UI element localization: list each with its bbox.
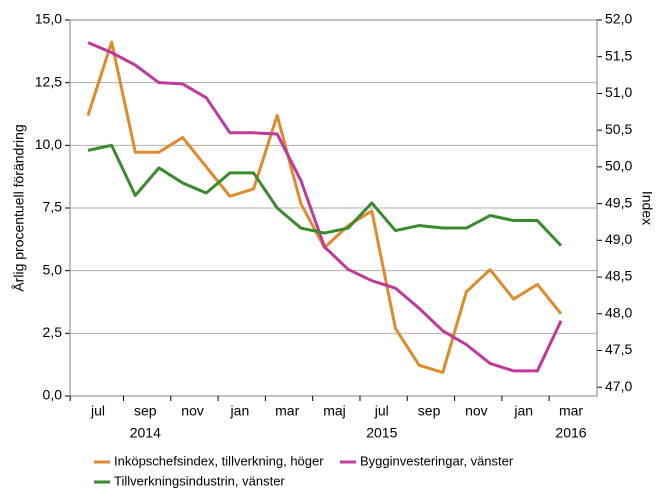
x-tick-label: sep <box>418 403 441 419</box>
y-tick-label: 7,5 <box>43 199 63 215</box>
plot-frame <box>69 19 598 397</box>
y2-tick-label: 48,5 <box>605 268 632 284</box>
y2-tick-label: 49,5 <box>605 194 632 210</box>
y-tick-label: 10,0 <box>35 136 62 152</box>
y2-tick-label: 48,0 <box>605 304 632 320</box>
y2-tick-label: 51,0 <box>605 84 632 100</box>
x-tick-label: jan <box>230 403 250 419</box>
y2-tick-label: 49,0 <box>605 231 632 247</box>
series-line <box>87 143 563 247</box>
x-tick-label: sep <box>134 403 157 419</box>
y2-tick-label: 50,0 <box>605 158 632 174</box>
y2-axis-label: Index <box>639 191 655 225</box>
y-tick-label: 5,0 <box>43 261 63 277</box>
x-tick-label: nov <box>465 403 488 419</box>
series-line <box>87 41 563 373</box>
y-tick-label: 15,0 <box>35 11 62 27</box>
x-tick-label: jan <box>513 403 533 419</box>
y-tick-label: 2,5 <box>43 324 63 340</box>
x-year-label: 2014 <box>130 425 161 441</box>
y2-tick-label: 47,0 <box>605 378 632 394</box>
x-year-label: 2016 <box>555 425 586 441</box>
legend-label: Bygginvesteringar, vänster <box>360 453 514 468</box>
y2-tick-label: 51,5 <box>605 47 632 63</box>
y2-tick-label: 52,0 <box>605 11 632 27</box>
x-tick-label: nov <box>181 403 204 419</box>
y2-tick-label: 47,5 <box>605 341 632 357</box>
legend-label: Inköpschefsindex, tillverkning, höger <box>114 453 324 468</box>
y2-tick-label: 50,5 <box>605 121 632 137</box>
y-tick-label: 12,5 <box>35 73 62 89</box>
x-tick-label: jul <box>90 403 105 419</box>
y-axis-label: Årlig procentuell förändring <box>11 124 27 291</box>
legend-label: Tillverkningsindustrin, vänster <box>114 473 285 488</box>
y-tick-label: 0,0 <box>43 387 63 403</box>
series-line <box>86 40 563 374</box>
x-tick-label: mar <box>275 403 299 419</box>
x-year-label: 2015 <box>366 425 397 441</box>
x-tick-label: maj <box>323 403 346 419</box>
x-tick-label: mar <box>559 403 583 419</box>
x-tick-label: jul <box>374 403 389 419</box>
